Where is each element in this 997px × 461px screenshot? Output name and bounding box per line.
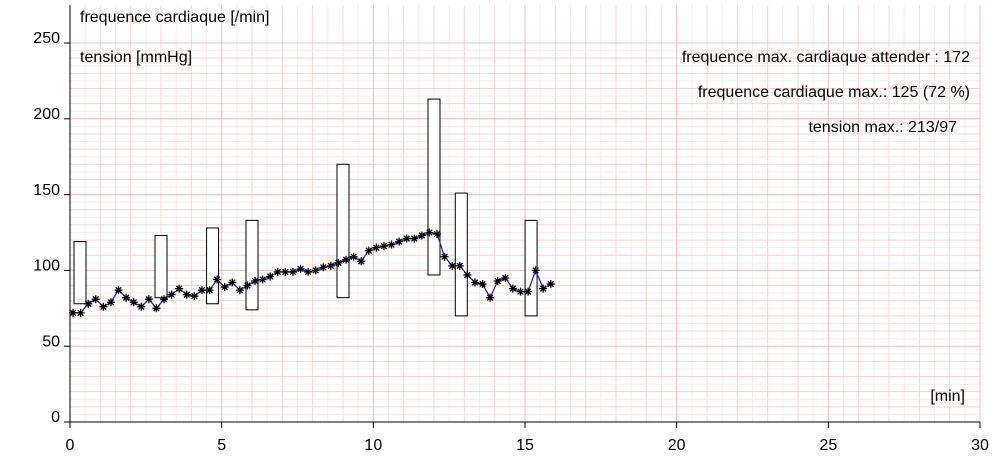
heart-rate-marker (493, 277, 502, 286)
annotation: tension max.: 213/97 (808, 119, 957, 136)
heart-rate-marker (160, 295, 169, 304)
heart-rate-marker (387, 240, 396, 249)
pressure-box (154, 235, 168, 299)
heart-rate-marker (433, 230, 442, 239)
heart-rate-marker (372, 243, 381, 252)
heart-rate-marker (379, 242, 388, 251)
heart-rate-marker (524, 287, 533, 296)
heart-rate-marker (122, 293, 131, 302)
pressure-box (206, 227, 220, 305)
heart-rate-marker (349, 252, 358, 261)
x-tick-label: 5 (217, 437, 226, 454)
heart-rate-marker (84, 299, 93, 308)
heart-rate-marker (106, 298, 115, 307)
heart-rate-marker (326, 261, 335, 270)
heart-rate-marker (152, 304, 161, 313)
heart-rate-marker (258, 275, 267, 284)
heart-rate-marker (364, 246, 373, 255)
heart-rate-marker (440, 252, 449, 261)
heart-rate-marker (281, 267, 290, 276)
heart-rate-marker (539, 284, 548, 293)
heart-rate-marker (175, 284, 184, 293)
heart-rate-marker (273, 267, 282, 276)
heart-rate-marker (228, 278, 237, 287)
x-axis-label: [min] (930, 388, 965, 405)
pressure-box (454, 192, 468, 317)
heart-rate-marker (342, 255, 351, 264)
heart-rate-marker (501, 273, 510, 282)
pressure-box (245, 219, 259, 311)
heart-rate-marker (266, 272, 275, 281)
grid (69, 5, 981, 423)
heart-rate-marker (463, 270, 472, 279)
heart-rate-marker (531, 266, 540, 275)
heart-rate-marker (197, 286, 206, 295)
heart-rate-marker (91, 295, 100, 304)
y-tick-label: 50 (42, 333, 60, 350)
heart-rate-marker (395, 237, 404, 246)
heart-rate-marker (319, 263, 328, 272)
heart-rate-marker (486, 293, 495, 302)
heart-rate-marker (478, 280, 487, 289)
heart-rate-marker (137, 302, 146, 311)
heart-rate-marker (455, 261, 464, 270)
x-tick-label: 30 (971, 437, 989, 454)
heart-rate-marker (114, 286, 123, 295)
heart-rate-marker (205, 286, 214, 295)
heart-rate-marker (243, 281, 252, 290)
y-tick-label: 250 (33, 30, 60, 47)
heart-rate-marker (448, 261, 457, 270)
x-tick-label: 0 (66, 437, 75, 454)
pressure-box (427, 98, 441, 276)
x-tick-label: 15 (516, 437, 534, 454)
annotation: frequence cardiaque max.: 125 (72 %) (698, 84, 970, 101)
heart-rate-marker (470, 278, 479, 287)
heart-rate-marker (296, 264, 305, 273)
heart-rate-marker (144, 295, 153, 304)
heart-rate-marker (508, 284, 517, 293)
heart-rate-marker (402, 234, 411, 243)
heart-rate-marker (304, 267, 313, 276)
heart-rate-marker (190, 292, 199, 301)
heart-rate-marker (425, 228, 434, 237)
heart-rate-marker (76, 308, 85, 317)
heart-rate-marker (99, 302, 108, 311)
heart-rate-line (73, 231, 552, 314)
heart-rate-marker (129, 298, 138, 307)
y-tick-label: 0 (51, 409, 60, 426)
heart-rate-marker (410, 234, 419, 243)
heart-rate-marker (182, 290, 191, 299)
heart-rate-marker (213, 275, 222, 284)
pressure-box (336, 163, 350, 299)
y-tick-label: 100 (33, 258, 60, 275)
heart-rate-marker (357, 257, 366, 266)
x-tick-label: 10 (364, 437, 382, 454)
heart-rate-marker (417, 231, 426, 240)
heart-rate-marker (288, 267, 297, 276)
x-tick-label: 20 (668, 437, 686, 454)
heart-rate-marker (251, 277, 260, 286)
y-tick-label: 200 (33, 106, 60, 123)
heart-rate-marker (546, 280, 555, 289)
heart-rate-marker (235, 286, 244, 295)
heart-rate-marker (167, 290, 176, 299)
pressure-box (73, 241, 87, 305)
x-tick-label: 25 (819, 437, 837, 454)
annotation: frequence max. cardiaque attender : 172 (682, 49, 970, 66)
heart-rate-marker (334, 258, 343, 267)
y-axis-label: frequence cardiaque [/min] (80, 9, 269, 26)
heart-rate-marker (516, 287, 525, 296)
y2-axis-label: tension [mmHg] (80, 49, 192, 66)
heart-rate-marker (311, 266, 320, 275)
heart-rate-marker (69, 308, 78, 317)
heart-rate-marker (220, 283, 229, 292)
y-tick-label: 150 (33, 182, 60, 199)
